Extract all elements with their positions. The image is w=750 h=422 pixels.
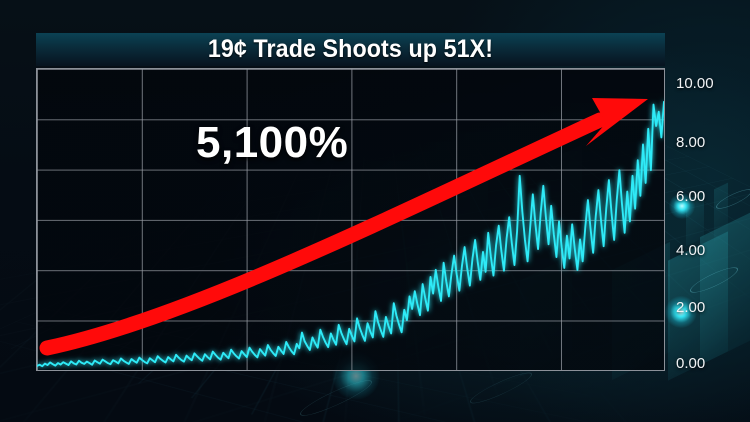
y-axis-label-3: 4.00: [676, 242, 706, 259]
page-title: 19¢ Trade Shoots up 51X!: [207, 35, 494, 63]
y-axis-label-1: 8.00: [676, 134, 706, 151]
y-axis-label-4: 2.00: [676, 299, 706, 316]
title-band: [36, 33, 665, 66]
glow-node-1: [669, 193, 695, 219]
y-axis-label-5: 0.00: [676, 355, 706, 372]
price-series-line: [37, 100, 664, 368]
y-axis-label-2: 6.00: [676, 188, 706, 205]
percent-gain-callout: 5,100%: [196, 118, 349, 167]
glow-node-2: [665, 296, 697, 328]
y-axis-label-0: 10.00: [676, 75, 714, 92]
